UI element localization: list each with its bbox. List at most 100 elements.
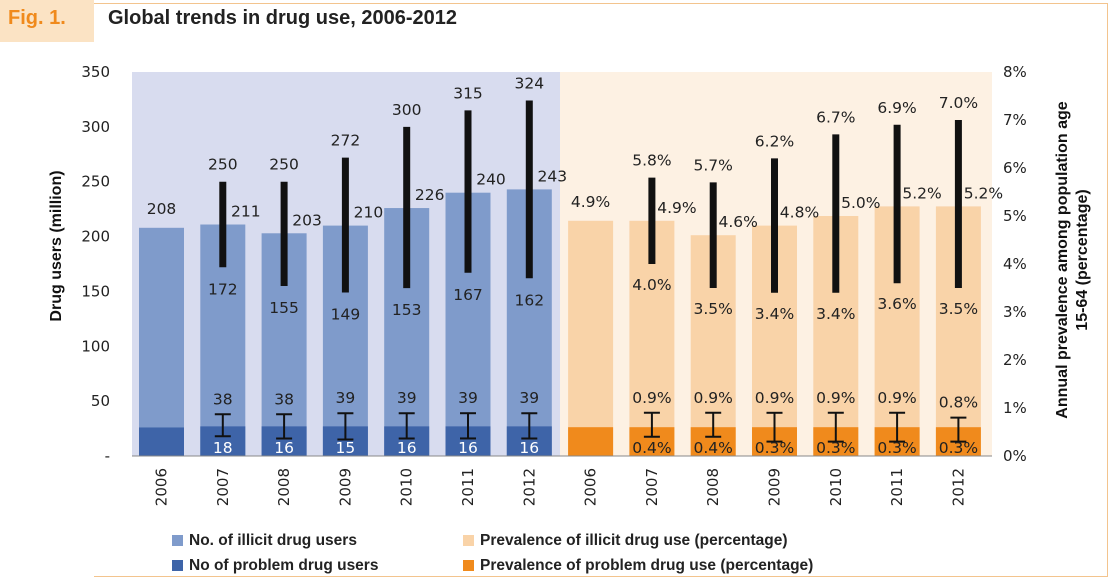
- label-illicit-low-2009: 149: [331, 306, 361, 324]
- label-illicit-prevalence-2007: 4.9%: [657, 199, 696, 217]
- label-illicit-high-2008: 250: [269, 156, 299, 174]
- errorbar-problem-users-2011: [460, 412, 476, 440]
- y-right-tick-8%: 8%: [1003, 63, 1027, 81]
- label-illicit-prev-low-2010: 3.4%: [816, 305, 855, 323]
- label-problem-prev-low-2012: 0.3%: [939, 439, 978, 457]
- legend-swatch-2: [463, 535, 474, 546]
- label-illicit-users-2012: 243: [538, 167, 568, 185]
- errorbar-problem-users-2007: [214, 413, 231, 438]
- figure-frame: [94, 3, 1108, 577]
- y-left-tick-300: 300: [81, 118, 110, 136]
- label-problem-high-2012: 39: [519, 389, 539, 407]
- legend-label-2: Prevalence of illicit drug use (percenta…: [480, 532, 788, 549]
- label-illicit-users-2006: 208: [147, 200, 177, 218]
- label-illicit-low-2011: 167: [453, 286, 483, 304]
- y-right-tick-0%: 0%: [1003, 447, 1027, 465]
- label-problem-prev-high-2009: 0.9%: [755, 389, 794, 407]
- y-left-tick-100: 100: [81, 337, 110, 355]
- figure-title: Global trends in drug use, 2006-2012: [108, 7, 458, 29]
- label-illicit-prev-high-2009: 6.2%: [755, 132, 794, 150]
- x-tick-2008-9: 2008: [704, 468, 722, 506]
- x-tick-2007-1: 2007: [214, 468, 232, 506]
- label-problem-high-2011: 39: [458, 389, 478, 407]
- x-tick-2011-12: 2011: [888, 468, 906, 506]
- label-illicit-high-2010: 300: [392, 101, 422, 119]
- y-right-tick-1%: 1%: [1003, 399, 1027, 417]
- x-tick-2010-11: 2010: [827, 468, 845, 506]
- label-problem-prev-low-2009: 0.3%: [755, 439, 794, 457]
- label-problem-prev-high-2007: 0.9%: [632, 389, 671, 407]
- label-illicit-prev-low-2008: 3.5%: [694, 300, 733, 318]
- x-tick-2010-4: 2010: [398, 468, 416, 506]
- label-problem-low-2007: 18: [213, 439, 233, 457]
- label-problem-low-2011: 16: [458, 439, 478, 457]
- legend-label-1: No of problem drug users: [189, 557, 378, 574]
- label-illicit-prev-low-2009: 3.4%: [755, 305, 794, 323]
- y-right-axis-title-line1: Annual prevalence among population age: [1054, 101, 1071, 418]
- errorbar-problem-prevalence-2007: [643, 411, 660, 438]
- y-left-tick-250: 250: [81, 173, 110, 191]
- label-illicit-prevalence-2008: 4.6%: [719, 213, 758, 231]
- x-tick-2009-10: 2009: [766, 468, 784, 506]
- label-illicit-prevalence-2006: 4.9%: [571, 193, 610, 211]
- label-problem-prev-high-2012: 0.8%: [939, 394, 978, 412]
- y-right-tick-6%: 6%: [1003, 159, 1027, 177]
- figure-label-box: Fig. 1.: [0, 0, 94, 42]
- label-illicit-prev-high-2007: 5.8%: [632, 152, 671, 170]
- errorbar-problem-prevalence-2008: [705, 411, 722, 438]
- label-problem-low-2012: 16: [519, 439, 539, 457]
- label-illicit-low-2007: 172: [208, 280, 238, 298]
- errorbar-problem-users-2012: [521, 412, 538, 440]
- bar-problem-users-2006: [139, 427, 184, 456]
- x-tick-2009-3: 2009: [336, 468, 354, 506]
- label-problem-prev-high-2008: 0.9%: [694, 389, 733, 407]
- legend-label-3: Prevalence of problem drug use (percenta…: [480, 557, 813, 574]
- label-illicit-prev-low-2007: 4.0%: [632, 276, 671, 294]
- y-right-tick-2%: 2%: [1003, 351, 1027, 369]
- label-illicit-high-2012: 324: [515, 75, 545, 93]
- x-tick-2008-2: 2008: [275, 468, 293, 506]
- bar-illicit-prevalence-2006: [568, 220, 614, 456]
- label-illicit-prev-high-2010: 6.7%: [816, 108, 855, 126]
- x-tick-2006-0: 2006: [153, 468, 171, 506]
- label-illicit-prevalence-2012: 5.2%: [964, 184, 1003, 202]
- errorbar-problem-prevalence-2011: [889, 411, 906, 443]
- label-illicit-prevalence-2010: 5.0%: [841, 194, 880, 212]
- bar-illicit-users-2006: [139, 227, 184, 456]
- label-problem-prev-low-2007: 0.4%: [632, 439, 671, 457]
- legend-swatch-1: [172, 560, 183, 571]
- legend-swatch-0: [172, 535, 183, 546]
- label-illicit-users-2008: 203: [292, 211, 322, 229]
- label-illicit-high-2011: 315: [453, 84, 483, 102]
- label-problem-high-2009: 39: [336, 389, 356, 407]
- label-illicit-users-2010: 226: [415, 186, 445, 204]
- label-illicit-prev-low-2012: 3.5%: [939, 300, 978, 318]
- label-illicit-prev-high-2008: 5.7%: [694, 156, 733, 174]
- label-illicit-prevalence-2009: 4.8%: [780, 204, 819, 222]
- label-problem-high-2008: 38: [274, 390, 294, 408]
- errorbar-problem-users-2010: [398, 412, 415, 440]
- label-illicit-prev-high-2012: 7.0%: [939, 94, 978, 112]
- label-illicit-prev-low-2011: 3.6%: [877, 295, 916, 313]
- label-problem-low-2010: 16: [397, 439, 417, 457]
- legend-swatch-3: [463, 560, 474, 571]
- label-illicit-low-2010: 153: [392, 301, 422, 319]
- errorbar-problem-prevalence-2009: [766, 411, 783, 443]
- bar-problem-prevalence-2006: [568, 427, 614, 456]
- label-illicit-low-2012: 162: [515, 291, 545, 309]
- label-problem-prev-high-2010: 0.9%: [816, 389, 855, 407]
- y-right-tick-7%: 7%: [1003, 111, 1027, 129]
- x-tick-2011-5: 2011: [459, 468, 477, 506]
- x-tick-2012-6: 2012: [520, 468, 538, 506]
- label-problem-prev-low-2011: 0.3%: [877, 439, 916, 457]
- y-left-tick-200: 200: [81, 228, 110, 246]
- errorbar-problem-prevalence-2012: [950, 416, 967, 443]
- y-right-tick-3%: 3%: [1003, 303, 1027, 321]
- y-right-tick-4%: 4%: [1003, 255, 1027, 273]
- label-problem-prev-low-2008: 0.4%: [694, 439, 733, 457]
- y-left-tick--: -: [105, 447, 110, 465]
- label-problem-high-2007: 38: [213, 390, 233, 408]
- label-illicit-high-2007: 250: [208, 156, 238, 174]
- label-illicit-users-2007: 211: [231, 203, 261, 221]
